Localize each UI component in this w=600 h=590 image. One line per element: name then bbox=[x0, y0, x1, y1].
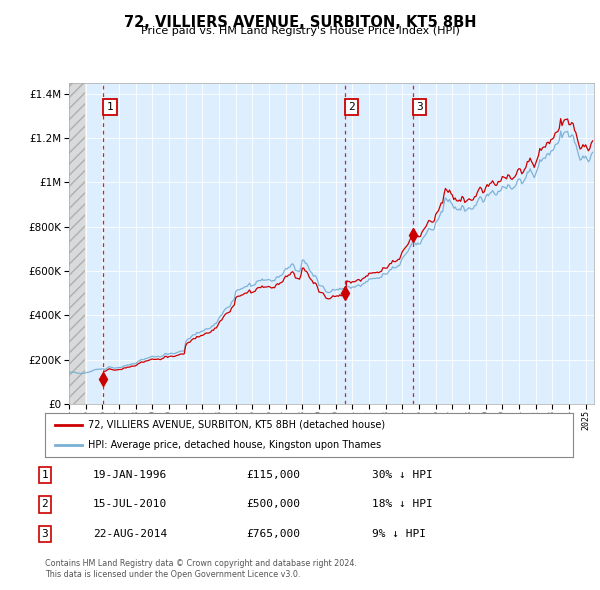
Text: 19-JAN-1996: 19-JAN-1996 bbox=[93, 470, 167, 480]
Text: 9% ↓ HPI: 9% ↓ HPI bbox=[372, 529, 426, 539]
Text: 2: 2 bbox=[348, 102, 355, 112]
Text: HPI: Average price, detached house, Kingston upon Thames: HPI: Average price, detached house, King… bbox=[88, 440, 382, 450]
Text: 72, VILLIERS AVENUE, SURBITON, KT5 8BH (detached house): 72, VILLIERS AVENUE, SURBITON, KT5 8BH (… bbox=[88, 420, 385, 430]
Text: 3: 3 bbox=[41, 529, 49, 539]
Text: This data is licensed under the Open Government Licence v3.0.: This data is licensed under the Open Gov… bbox=[45, 571, 301, 579]
Text: 18% ↓ HPI: 18% ↓ HPI bbox=[372, 500, 433, 509]
Text: £500,000: £500,000 bbox=[246, 500, 300, 509]
Text: £115,000: £115,000 bbox=[246, 470, 300, 480]
Text: 1: 1 bbox=[41, 470, 49, 480]
Text: 3: 3 bbox=[416, 102, 423, 112]
Bar bbox=[69, 83, 85, 404]
Text: £765,000: £765,000 bbox=[246, 529, 300, 539]
Text: 2: 2 bbox=[41, 500, 49, 509]
Text: 15-JUL-2010: 15-JUL-2010 bbox=[93, 500, 167, 509]
Text: Contains HM Land Registry data © Crown copyright and database right 2024.: Contains HM Land Registry data © Crown c… bbox=[45, 559, 357, 568]
Text: 22-AUG-2014: 22-AUG-2014 bbox=[93, 529, 167, 539]
Text: 1: 1 bbox=[106, 102, 113, 112]
Text: 72, VILLIERS AVENUE, SURBITON, KT5 8BH: 72, VILLIERS AVENUE, SURBITON, KT5 8BH bbox=[124, 15, 476, 30]
Text: 30% ↓ HPI: 30% ↓ HPI bbox=[372, 470, 433, 480]
Text: Price paid vs. HM Land Registry's House Price Index (HPI): Price paid vs. HM Land Registry's House … bbox=[140, 26, 460, 36]
